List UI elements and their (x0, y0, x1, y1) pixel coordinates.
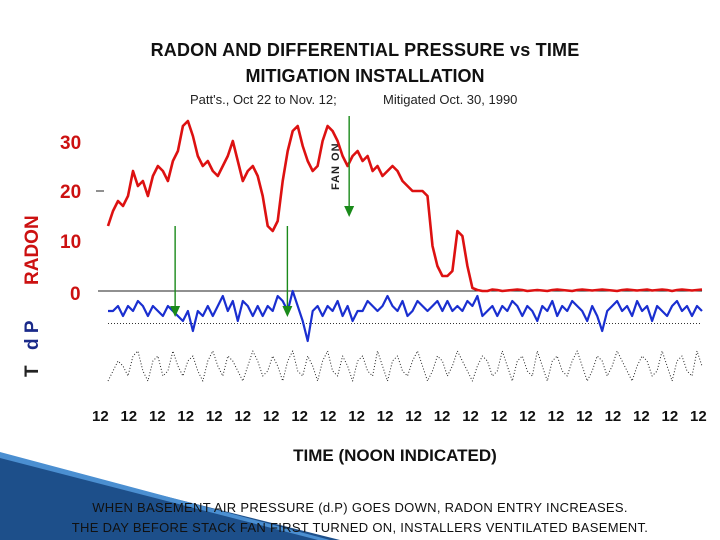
x-tick-label: 12 (348, 408, 365, 425)
x-tick-label: 12 (519, 408, 536, 425)
x-tick-label: 12 (490, 408, 508, 425)
x-tick-label: 12 (177, 408, 195, 425)
series-line-t (107, 350, 703, 382)
x-tick-label: 12 (633, 408, 650, 425)
annotation-arrow-head-3 (344, 206, 355, 217)
chart-title: RADON AND DIFFERENTIAL PRESSURE vs TIME (150, 40, 580, 60)
subtitle-right: Mitigated Oct. 30, 1990 (383, 92, 518, 107)
x-tick-label: 12 (205, 408, 223, 425)
x-tick-label: 12 (234, 408, 252, 425)
caption-line-1: WHEN BASEMENT AIR PRESSURE (d.P) GOES DO… (92, 500, 628, 515)
x-tick-label: 12 (376, 408, 394, 425)
y-tick-10: 10 (60, 232, 82, 253)
y-tick-20: 20 (60, 182, 82, 203)
x-tick-label: 12 (547, 408, 565, 425)
decor-stripe-light (0, 452, 330, 540)
series-line-radon (106, 119, 703, 293)
x-tick-label: 12 (262, 408, 280, 425)
x-tick-label: 12 (405, 408, 422, 425)
x-tick-label: 12 (92, 408, 109, 425)
annotation-arrow-head-2 (282, 306, 293, 317)
chart-title-2: MITIGATION INSTALLATION (245, 66, 485, 86)
x-tick-label: 12 (690, 408, 707, 425)
series-line-dp (108, 289, 703, 343)
x-tick-label: 12 (291, 408, 309, 425)
y-tick-0: 0 (70, 284, 81, 305)
x-tick-label: 12 (462, 408, 479, 425)
x-axis-label: TIME (NOON INDICATED) (293, 446, 497, 465)
x-tick-label: 12 (120, 408, 138, 425)
subtitle-left: Patt's., Oct 22 to Nov. 12; (190, 92, 337, 107)
x-tick-label: 12 (604, 408, 622, 425)
x-tick-label: 12 (661, 408, 679, 425)
y-tick-30: 30 (60, 133, 82, 154)
x-tick-label: 12 (148, 408, 166, 425)
x-tick-label: 12 (576, 408, 593, 425)
x-tick-label: 12 (433, 408, 451, 425)
x-tick-label: 12 (319, 408, 337, 425)
caption-line-2: THE DAY BEFORE STACK FAN FIRST TURNED ON… (71, 520, 649, 535)
annotation-arrow-head-1 (170, 306, 181, 317)
